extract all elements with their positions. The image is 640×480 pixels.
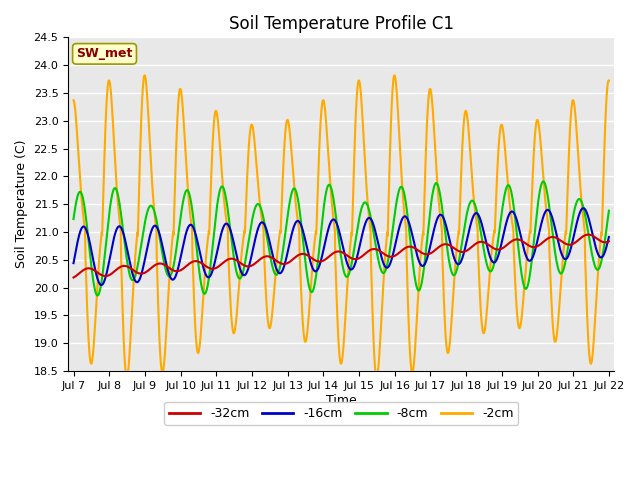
Legend: -32cm, -16cm, -8cm, -2cm: -32cm, -16cm, -8cm, -2cm [164, 402, 518, 425]
X-axis label: Time: Time [326, 394, 356, 407]
Title: Soil Temperature Profile C1: Soil Temperature Profile C1 [228, 15, 454, 33]
Text: SW_met: SW_met [76, 48, 132, 60]
Y-axis label: Soil Temperature (C): Soil Temperature (C) [15, 140, 28, 268]
